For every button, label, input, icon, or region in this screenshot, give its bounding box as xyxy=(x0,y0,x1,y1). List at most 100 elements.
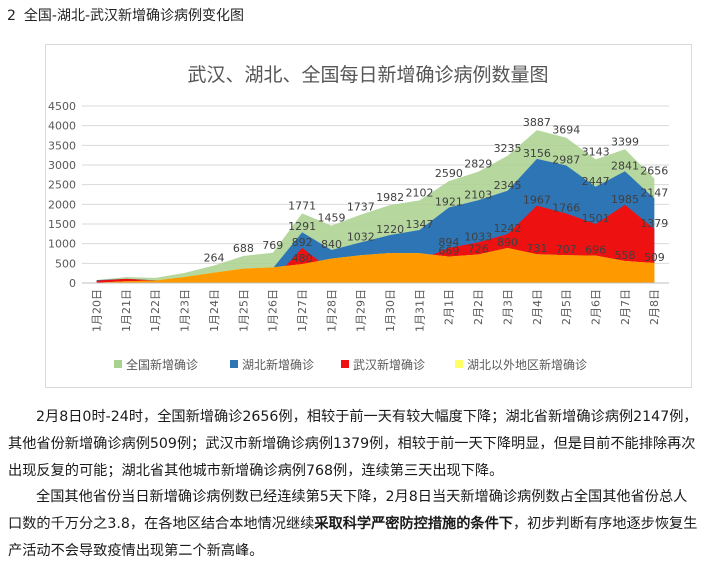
data-label: 2987 xyxy=(552,154,580,167)
data-label: 2447 xyxy=(582,175,610,188)
paragraph-2-text-a: 全国其他省份当日新增确诊病例数已经连续第5天下降，2月8日当天新增确诊病例数占全… xyxy=(8,489,688,532)
y-tick-label: 0 xyxy=(69,277,76,290)
y-tick-label: 2500 xyxy=(48,179,76,192)
data-label: 2841 xyxy=(611,159,639,172)
data-label: 2147 xyxy=(640,187,668,200)
chart-container: 武汉、湖北、全国每日新增确诊病例数量图 0 500 1000 1500 2000 2500… xyxy=(45,44,692,388)
data-label: 688 xyxy=(233,242,254,255)
paragraph-1: 2月8日0时-24时，全国新增确诊2656例，相较于前一天有较大幅度下降；湖北省… xyxy=(8,409,698,479)
data-label: 3235 xyxy=(494,142,522,155)
legend-label: 湖北新增确诊 xyxy=(242,357,314,372)
data-label: 1501 xyxy=(582,212,610,225)
data-label: 726 xyxy=(468,242,489,255)
x-tick-label: 2月5日 xyxy=(560,289,573,325)
x-tick-label: 1月25日 xyxy=(237,289,250,332)
x-tick-label: 1月20日 xyxy=(91,289,104,332)
y-tick-label: 2000 xyxy=(48,198,76,211)
area-chart: 武汉、湖北、全国每日新增确诊病例数量图 0 500 1000 1500 2000 2500… xyxy=(48,64,669,372)
data-label: 769 xyxy=(262,239,283,252)
data-label: 3399 xyxy=(611,135,639,148)
x-tick-label: 1月26日 xyxy=(267,289,280,332)
data-label: 3694 xyxy=(552,124,580,137)
x-tick-label: 2月8日 xyxy=(648,289,661,325)
data-label: 2103 xyxy=(464,188,492,201)
x-tick-label: 2月1日 xyxy=(443,289,456,325)
x-tick-label: 1月21日 xyxy=(120,289,133,332)
y-tick-label: 1500 xyxy=(48,218,76,231)
data-label: 2829 xyxy=(464,158,492,171)
section-number: 2 xyxy=(7,8,16,24)
legend-label: 全国新增确诊 xyxy=(126,357,198,372)
y-tick-label: 1000 xyxy=(48,238,76,251)
data-label: 1291 xyxy=(288,220,316,233)
data-label: 731 xyxy=(526,242,547,255)
legend-swatch xyxy=(455,360,463,368)
chart-title: 武汉、湖北、全国每日新增确诊病例数量图 xyxy=(187,64,548,86)
data-label: 3887 xyxy=(523,116,551,129)
data-label: 2590 xyxy=(435,167,463,180)
legend-swatch xyxy=(114,360,122,368)
data-label: 1967 xyxy=(523,194,551,207)
data-label: 1459 xyxy=(317,212,345,225)
data-label: 1921 xyxy=(435,195,463,208)
y-tick-label: 4500 xyxy=(48,100,76,113)
data-label: 1985 xyxy=(611,193,639,206)
x-tick-label: 2月2日 xyxy=(472,289,485,325)
legend-swatch xyxy=(230,360,238,368)
y-tick-label: 3000 xyxy=(48,159,76,172)
y-tick-label: 3500 xyxy=(48,139,76,152)
data-label: 1220 xyxy=(376,223,404,236)
data-label: 1033 xyxy=(464,230,492,243)
paragraph-2-bold: 采取科学严密防控措施的条件下 xyxy=(314,516,513,532)
x-tick-label: 2月7日 xyxy=(619,289,632,325)
y-tick-label: 4000 xyxy=(48,120,76,133)
y-tick-label: 500 xyxy=(55,257,76,270)
data-label: 2656 xyxy=(640,165,668,178)
x-tick-label: 1月22日 xyxy=(149,289,162,332)
x-tick-label: 2月4日 xyxy=(531,289,544,325)
data-label: 2345 xyxy=(494,179,522,192)
data-label: 1771 xyxy=(288,199,316,212)
data-label: 480 xyxy=(292,252,313,265)
data-label: 558 xyxy=(614,249,635,262)
x-tick-label: 2月6日 xyxy=(589,289,602,325)
data-label: 894 xyxy=(438,236,459,249)
series-area xyxy=(96,247,655,283)
data-label: 669 xyxy=(438,245,459,258)
x-tick-label: 1月28日 xyxy=(325,289,338,332)
x-tick-label: 1月30日 xyxy=(384,289,397,332)
data-label: 890 xyxy=(497,236,518,249)
x-tick-label: 1月29日 xyxy=(355,289,368,332)
data-label: 2102 xyxy=(406,186,434,199)
data-label: 1982 xyxy=(376,191,404,204)
data-label: 1347 xyxy=(406,218,434,231)
section-title: 全国-湖北-武汉新增确诊病例变化图 xyxy=(23,8,245,24)
data-label: 1766 xyxy=(552,202,580,215)
data-label: 264 xyxy=(204,252,225,265)
data-label: 1032 xyxy=(347,230,375,243)
paragraph-2: 全国其他省份当日新增确诊病例数已经连续第5天下降，2月8日当天新增确诊病例数占全… xyxy=(8,484,698,565)
data-label: 892 xyxy=(292,236,313,249)
legend-label: 武汉新增确诊 xyxy=(353,357,425,372)
data-label: 509 xyxy=(644,251,665,264)
data-label: 840 xyxy=(321,238,342,251)
x-tick-label: 1月27日 xyxy=(296,289,309,332)
data-label: 1242 xyxy=(494,222,522,235)
data-label: 1737 xyxy=(347,201,375,214)
paragraph-2-text-b: ，初步判断有序地逐步恢复生产活动不会导致疫情出现第二个新高峰。 xyxy=(8,516,698,559)
series-areas xyxy=(96,130,655,283)
x-tick-label: 1月24日 xyxy=(208,289,221,332)
axes: 1月20日 1月21日 1月22日 1月23日 1月24日 1月25日 1月26日 1月27日… xyxy=(82,282,669,332)
section-heading: 2 全国-湖北-武汉新增确诊病例变化图 xyxy=(7,5,244,25)
data-label: 1379 xyxy=(640,217,668,230)
data-label: 3156 xyxy=(523,147,551,160)
legend-swatch xyxy=(341,360,349,368)
x-tick-label: 2月3日 xyxy=(501,289,514,325)
legend: 全国新增确诊 湖北新增确诊 武汉新增确诊 湖北以外地区新增确诊 xyxy=(114,357,587,372)
x-tick-label: 1月23日 xyxy=(179,289,192,332)
data-label: 707 xyxy=(556,243,577,256)
data-label: 696 xyxy=(585,244,606,257)
x-tick-label: 1月31日 xyxy=(413,289,426,332)
legend-label: 湖北以外地区新增确诊 xyxy=(467,357,587,372)
